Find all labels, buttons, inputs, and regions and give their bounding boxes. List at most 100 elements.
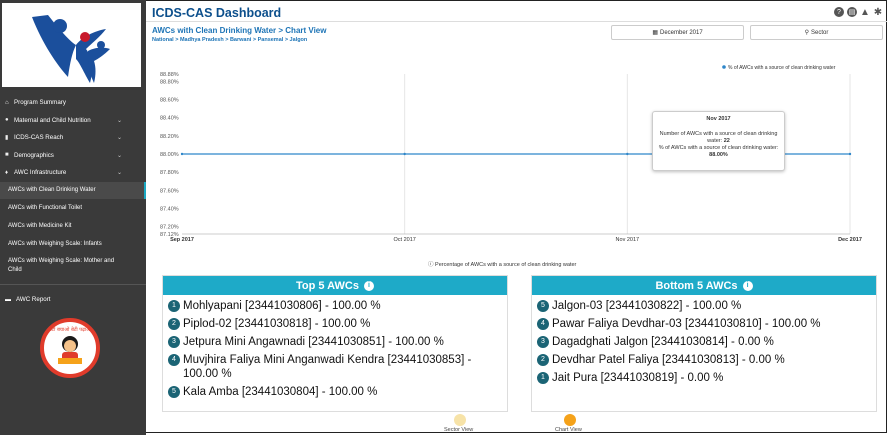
list-item: 2 Devdhar Patel Faliya [23441030813] - 0.… (537, 353, 876, 367)
y-tick-label: 87.80% (160, 170, 179, 176)
chevron-down-icon: ⌄ (116, 170, 122, 176)
person-icon: ● (5, 117, 9, 124)
sidebar-item-awc-report[interactable]: ▬ AWC Report (5, 296, 51, 303)
list-item: 3 Jetpura Mini Angawnadi [23441030851] - … (168, 335, 507, 349)
sidebar-subitem-label: AWCs with Weighing Scale: Mother and Chi… (8, 257, 115, 273)
list-item: 2 Piplod-02 [23441030818] - 100.00 % (168, 317, 507, 331)
bottom-5-title: Bottom 5 AWCs (655, 279, 738, 292)
bar-chart-icon: ▮ (5, 135, 9, 142)
home-icon: ⌂ (5, 99, 9, 106)
x-tick-label: Oct 2017 (394, 237, 416, 243)
chevron-down-icon: ⌄ (116, 152, 122, 159)
location-filter-value: Sector (811, 29, 829, 36)
y-tick-label: 87.12% (160, 232, 179, 238)
month-filter-value: December 2017 (659, 29, 703, 36)
sidebar-subitem-label: AWCs with Medicine Kit (8, 222, 72, 229)
awc-entry: Devdhar Patel Faliya [23441030813] - 0.0… (552, 354, 785, 366)
sidebar-item-program-summary[interactable]: ⌂ Program Summary (0, 94, 146, 112)
list-item: 5 Jalgon-03 [23441030822] - 100.00 % (537, 299, 876, 313)
icds-logo[interactable] (2, 3, 141, 87)
chart-caption-text: Percentage of AWCs with a source of clea… (435, 262, 577, 268)
sidebar-item-demographics[interactable]: ■ Demographics ⌄ (0, 147, 146, 165)
y-tick-label: 87.20% (160, 225, 179, 231)
legend-marker (722, 65, 726, 69)
sidebar-subitem-medicine-kit[interactable]: AWCs with Medicine Kit (0, 217, 146, 235)
rank-badge: 2 (537, 354, 549, 366)
tooltip-count-line: Number of AWCs with a source of clean dr… (653, 131, 784, 145)
sidebar-item-label: Program Summary (14, 99, 66, 107)
top-5-title: Top 5 AWCs (296, 279, 359, 292)
sector-view-dot[interactable] (454, 414, 466, 426)
settings-icon[interactable]: ✱ (873, 6, 883, 18)
warning-icon[interactable]: ▲ (860, 6, 870, 18)
y-tick-label: 88.88% (160, 72, 179, 78)
awc-entry: Kala Amba [23441030804] - 100.00 % (183, 386, 378, 398)
report-icon: ▬ (5, 296, 11, 303)
info-icon[interactable]: i (742, 280, 753, 291)
chart-tooltip: Nov 2017 Number of AWCs with a source of… (652, 111, 785, 171)
list-item: 1 Mohlyapani [23441030806] - 100.00 % (168, 299, 507, 313)
view-switcher: Sector View Chart View (146, 412, 887, 433)
sidebar-subitem-clean-drinking-water[interactable]: AWCs with Clean Drinking Water (0, 181, 146, 199)
sidebar-item-awc-infrastructure[interactable]: ♦ AWC Infrastructure ⌄ (0, 164, 146, 182)
awc-entry: Dagadghati Jalgon [23441030814] - 0.00 % (552, 336, 774, 348)
y-tick-label: 87.40% (160, 207, 179, 213)
sidebar-divider (0, 284, 146, 285)
info-icon: ⓘ (428, 262, 434, 268)
rank-badge: 1 (537, 372, 549, 384)
badge-text: बेटी बचाओ बेटी पढ़ाओ (49, 326, 93, 333)
awc-entry: Mohlyapani [23441030806] - 100.00 % (183, 300, 381, 312)
y-tick-label: 88.00% (160, 152, 179, 158)
sidebar: ⌂ Program Summary ● Maternal and Child N… (0, 0, 146, 435)
help-icon[interactable]: ? (834, 7, 844, 17)
rank-badge: 3 (537, 336, 549, 348)
x-tick-label: Nov 2017 (616, 237, 640, 243)
sidebar-item-label: Demographics (14, 151, 54, 159)
tooltip-count-value: 22 (723, 138, 730, 144)
data-point (848, 152, 852, 156)
data-point (180, 152, 184, 156)
header-toolbar: ? ▤ ▲ ✱ (834, 6, 883, 18)
sector-view-label[interactable]: Sector View (444, 427, 474, 433)
chevron-down-icon: ⌄ (116, 117, 122, 124)
sidebar-item-label: AWC Report (16, 296, 51, 303)
location-pin-icon: ⚲ (804, 30, 810, 36)
sidebar-subitem-label: AWCs with Weighing Scale: Infants (8, 240, 102, 247)
y-tick-label: 88.80% (160, 79, 179, 85)
view-subtitle: AWCs with Clean Drinking Water > Chart V… (152, 26, 327, 35)
sidebar-subitem-label: AWCs with Functional Toilet (8, 204, 83, 211)
rank-badge: 5 (537, 300, 549, 312)
top-5-header: Top 5 AWCs i (163, 276, 507, 295)
info-icon[interactable]: i (363, 280, 374, 291)
list-item: 1 Jait Pura [23441030819] - 0.00 % (537, 371, 876, 385)
legend-label: % of AWCs with a source of clean drinkin… (728, 65, 836, 71)
rank-badge: 2 (168, 318, 180, 330)
breadcrumb[interactable]: National > Madhya Pradesh > Barwani > Pa… (152, 37, 308, 43)
rank-badge: 4 (537, 318, 549, 330)
top-5-panel: Top 5 AWCs i 1 Mohlyapani [23441030806] -… (162, 275, 508, 412)
sidebar-item-maternal-child-nutrition[interactable]: ● Maternal and Child Nutrition ⌄ (0, 112, 146, 130)
awc-entry: Jalgon-03 [23441030822] - 100.00 % (552, 300, 742, 312)
tooltip-count-label: Number of AWCs with a source of clean dr… (659, 131, 778, 144)
location-filter[interactable]: ⚲ Sector (750, 25, 883, 40)
group-icon: ■ (5, 152, 9, 159)
rank-badge: 1 (168, 300, 180, 312)
month-filter[interactable]: ▦ December 2017 (611, 25, 744, 40)
sidebar-item-label: AWC Infrastructure (14, 169, 67, 177)
sidebar-subitem-weighing-scale-infants[interactable]: AWCs with Weighing Scale: Infants (0, 235, 146, 253)
calendar-icon: ▦ (652, 30, 658, 36)
sidebar-item-icds-cas-reach[interactable]: ▮ ICDS-CAS Reach ⌄ (0, 129, 146, 147)
print-icon[interactable]: ▤ (847, 7, 857, 17)
awc-entry: Jait Pura [23441030819] - 0.00 % (552, 372, 724, 384)
chevron-down-icon: ⌄ (116, 135, 122, 141)
y-tick-label: 88.40% (160, 116, 179, 122)
sidebar-nav: ⌂ Program Summary ● Maternal and Child N… (0, 94, 146, 279)
line-chart: 88.88%88.80% 88.60% 88.40% 88.20% 88.00% 87.8… (160, 65, 862, 243)
awc-entry: Pawar Faliya Devdhar-03 [23441030810] - … (552, 318, 821, 330)
data-point (403, 152, 406, 156)
chart-view-label[interactable]: Chart View (555, 427, 582, 433)
chart-view-dot[interactable] (564, 414, 576, 426)
sidebar-subitem-weighing-scale-mother-child[interactable]: AWCs with Weighing Scale: Mother and Chi… (0, 253, 120, 279)
rank-badge: 4 (168, 354, 180, 366)
sidebar-subitem-functional-toilet[interactable]: AWCs with Functional Toilet (0, 199, 146, 217)
